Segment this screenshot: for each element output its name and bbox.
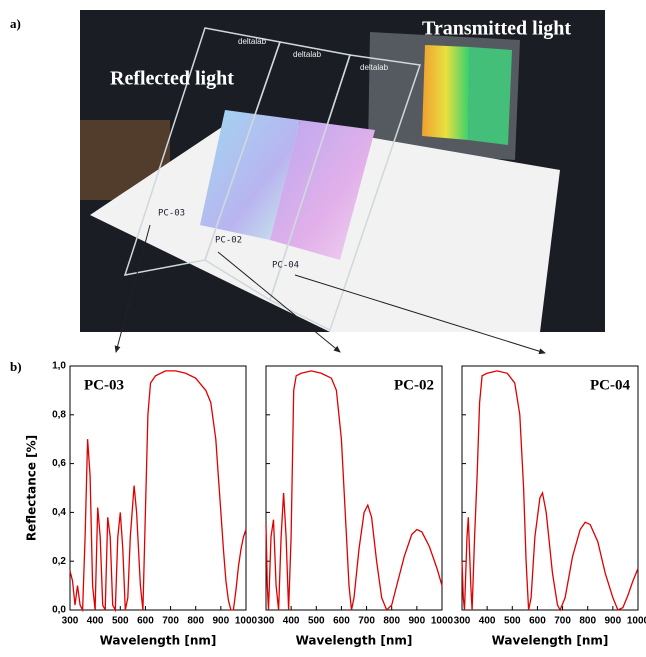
x-tick-label: 900: [605, 616, 622, 627]
x-tick-label: 300: [62, 616, 79, 627]
x-axis-label: Wavelength [nm]: [296, 634, 413, 648]
panel-label: a): [10, 16, 21, 31]
y-tick-label: 0,2: [52, 556, 66, 567]
panel-label: b): [10, 359, 22, 374]
slide-label: PC-03: [158, 209, 185, 219]
arrow: [217, 251, 341, 353]
x-tick-label: 300: [258, 616, 275, 627]
y-axis-label: Reflectance [%]: [25, 435, 39, 541]
plot-frame: [461, 365, 639, 611]
x-axis-label: Wavelength [nm]: [100, 634, 217, 648]
photo-caption: Reflected light: [110, 68, 234, 90]
x-tick-label: 600: [333, 616, 350, 627]
slide-label: PC-04: [272, 261, 299, 271]
x-axis-label: Wavelength [nm]: [492, 634, 609, 648]
x-tick-label: 1000: [235, 616, 258, 627]
x-tick-label: 500: [504, 616, 521, 627]
x-tick-label: 300: [454, 616, 471, 627]
photo-caption: Transmitted light: [422, 18, 571, 40]
x-tick-label: 1000: [627, 616, 646, 627]
slide-label: PC-02: [215, 236, 242, 246]
reflectance-line: [69, 370, 247, 613]
x-tick-label: 800: [383, 616, 400, 627]
chart-title: PC-02: [394, 377, 434, 393]
slide-brand: deltalab: [293, 50, 322, 59]
slide-brand: deltalab: [238, 37, 267, 46]
x-tick-label: 800: [579, 616, 596, 627]
x-tick-label: 400: [479, 616, 496, 627]
x-tick-label: 600: [529, 616, 546, 627]
photo: Reflected light Transmitted light PC-03 …: [80, 10, 605, 332]
reflectance-line: [265, 370, 443, 612]
transmitted-slide: [468, 47, 512, 145]
x-tick-label: 400: [283, 616, 300, 627]
x-tick-label: 700: [162, 616, 179, 627]
chart-title: PC-03: [84, 377, 124, 393]
y-tick-label: 0,8: [52, 409, 66, 420]
x-tick-label: 800: [187, 616, 204, 627]
y-tick-label: 1,0: [52, 361, 66, 372]
transmitted-slide: [422, 45, 470, 140]
y-tick-label: 0,6: [52, 458, 66, 469]
x-tick-label: 500: [112, 616, 129, 627]
arrow: [294, 274, 546, 355]
plot-frame: [69, 365, 247, 611]
glass-edges: [123, 27, 422, 332]
x-tick-label: 400: [87, 616, 104, 627]
x-tick-label: 900: [409, 616, 426, 627]
plot-frame: [265, 365, 443, 611]
x-tick-label: 700: [358, 616, 375, 627]
reflecting-slide: [200, 110, 300, 240]
y-tick-label: 0,4: [52, 507, 66, 518]
arrow: [114, 224, 151, 353]
x-tick-label: 500: [308, 616, 325, 627]
reflecting-slide: [270, 120, 375, 260]
x-tick-label: 1000: [431, 616, 454, 627]
x-tick-label: 700: [554, 616, 571, 627]
y-tick-label: 0,0: [52, 605, 66, 616]
arrows: [114, 224, 546, 355]
x-tick-label: 600: [137, 616, 154, 627]
chart-title: PC-04: [590, 377, 630, 393]
x-tick-label: 900: [213, 616, 230, 627]
slide-brand: deltalab: [360, 63, 389, 72]
reflectance-line: [461, 370, 639, 612]
